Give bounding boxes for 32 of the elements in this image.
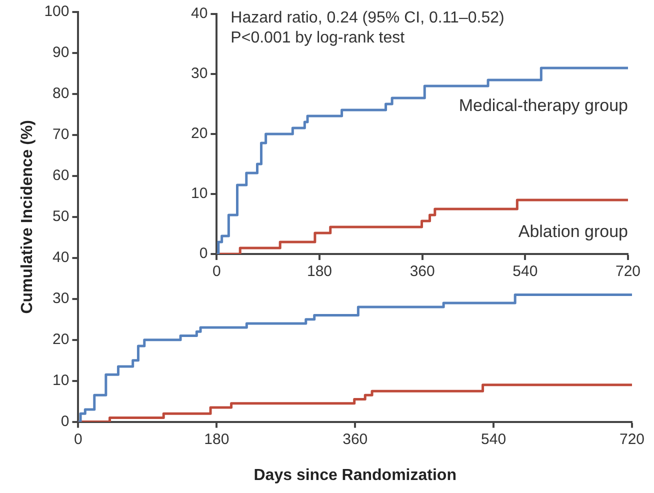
y-tick-label: 0 (60, 412, 70, 430)
y-tick-label: 40 (52, 249, 70, 266)
y-tick-label: 90 (52, 44, 70, 62)
x-tick-label: 180 (204, 430, 230, 448)
x-tick-label: 0 (212, 263, 221, 280)
y-tick-label: 80 (52, 85, 70, 102)
x-tick-label: 360 (342, 430, 368, 448)
x-tick-label: 720 (619, 430, 645, 448)
y-tick-label: 30 (190, 65, 208, 82)
y-tick-label: 0 (199, 245, 208, 262)
x-tick-label: 540 (481, 430, 506, 448)
annotation: Hazard ratio, 0.24 (95% CI, 0.11–0.52) (230, 9, 504, 26)
annotation: P<0.001 by log-rank test (230, 29, 406, 46)
y-tick-label: 70 (52, 126, 70, 144)
y-tick-label: 10 (52, 372, 70, 389)
series-label: Medical-therapy group (458, 96, 628, 116)
y-tick-label: 60 (52, 167, 70, 184)
y-tick-label: 20 (52, 330, 70, 348)
x-tick-label: 720 (615, 263, 641, 280)
y-axis-title: Cumulative Incidence (%) (19, 120, 36, 314)
x-tick-label: 540 (512, 263, 538, 280)
y-tick-label: 10 (190, 185, 208, 202)
x-axis-title: Days since Randomization (254, 466, 456, 484)
y-tick-label: 50 (52, 208, 70, 226)
x-tick-label: 180 (307, 263, 332, 280)
y-tick-label: 30 (52, 290, 70, 307)
series-label: Ablation group (518, 222, 628, 242)
x-tick-label: 360 (410, 263, 435, 280)
y-tick-label: 40 (190, 5, 208, 22)
x-tick-label: 0 (74, 430, 82, 448)
y-tick-label: 100 (44, 3, 70, 20)
y-tick-label: 20 (190, 125, 208, 142)
